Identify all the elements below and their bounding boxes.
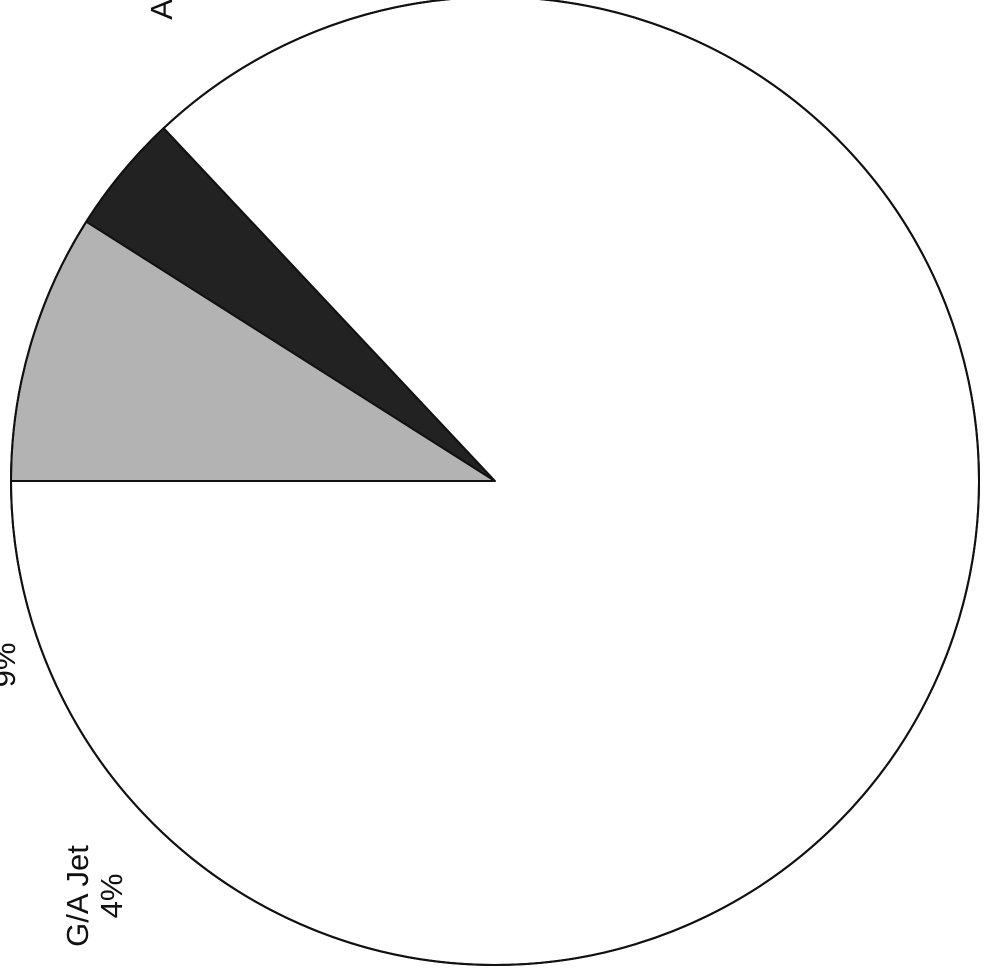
slice-label-group-ga-jet: G/A Jet 4% — [60, 845, 129, 947]
slice-label-group-ai: Ai — [144, 0, 179, 20]
slice-label-ga-jet: G/A Jet — [60, 845, 95, 947]
pie-slices — [10, 0, 980, 966]
slice-label-group-9pct: 9% — [0, 643, 22, 688]
slice-value-9pct: 9% — [0, 643, 22, 688]
slice-label-ai: Ai — [144, 0, 179, 20]
pie-outline — [10, 0, 980, 966]
slice-value-ga-jet: 4% — [94, 874, 129, 919]
